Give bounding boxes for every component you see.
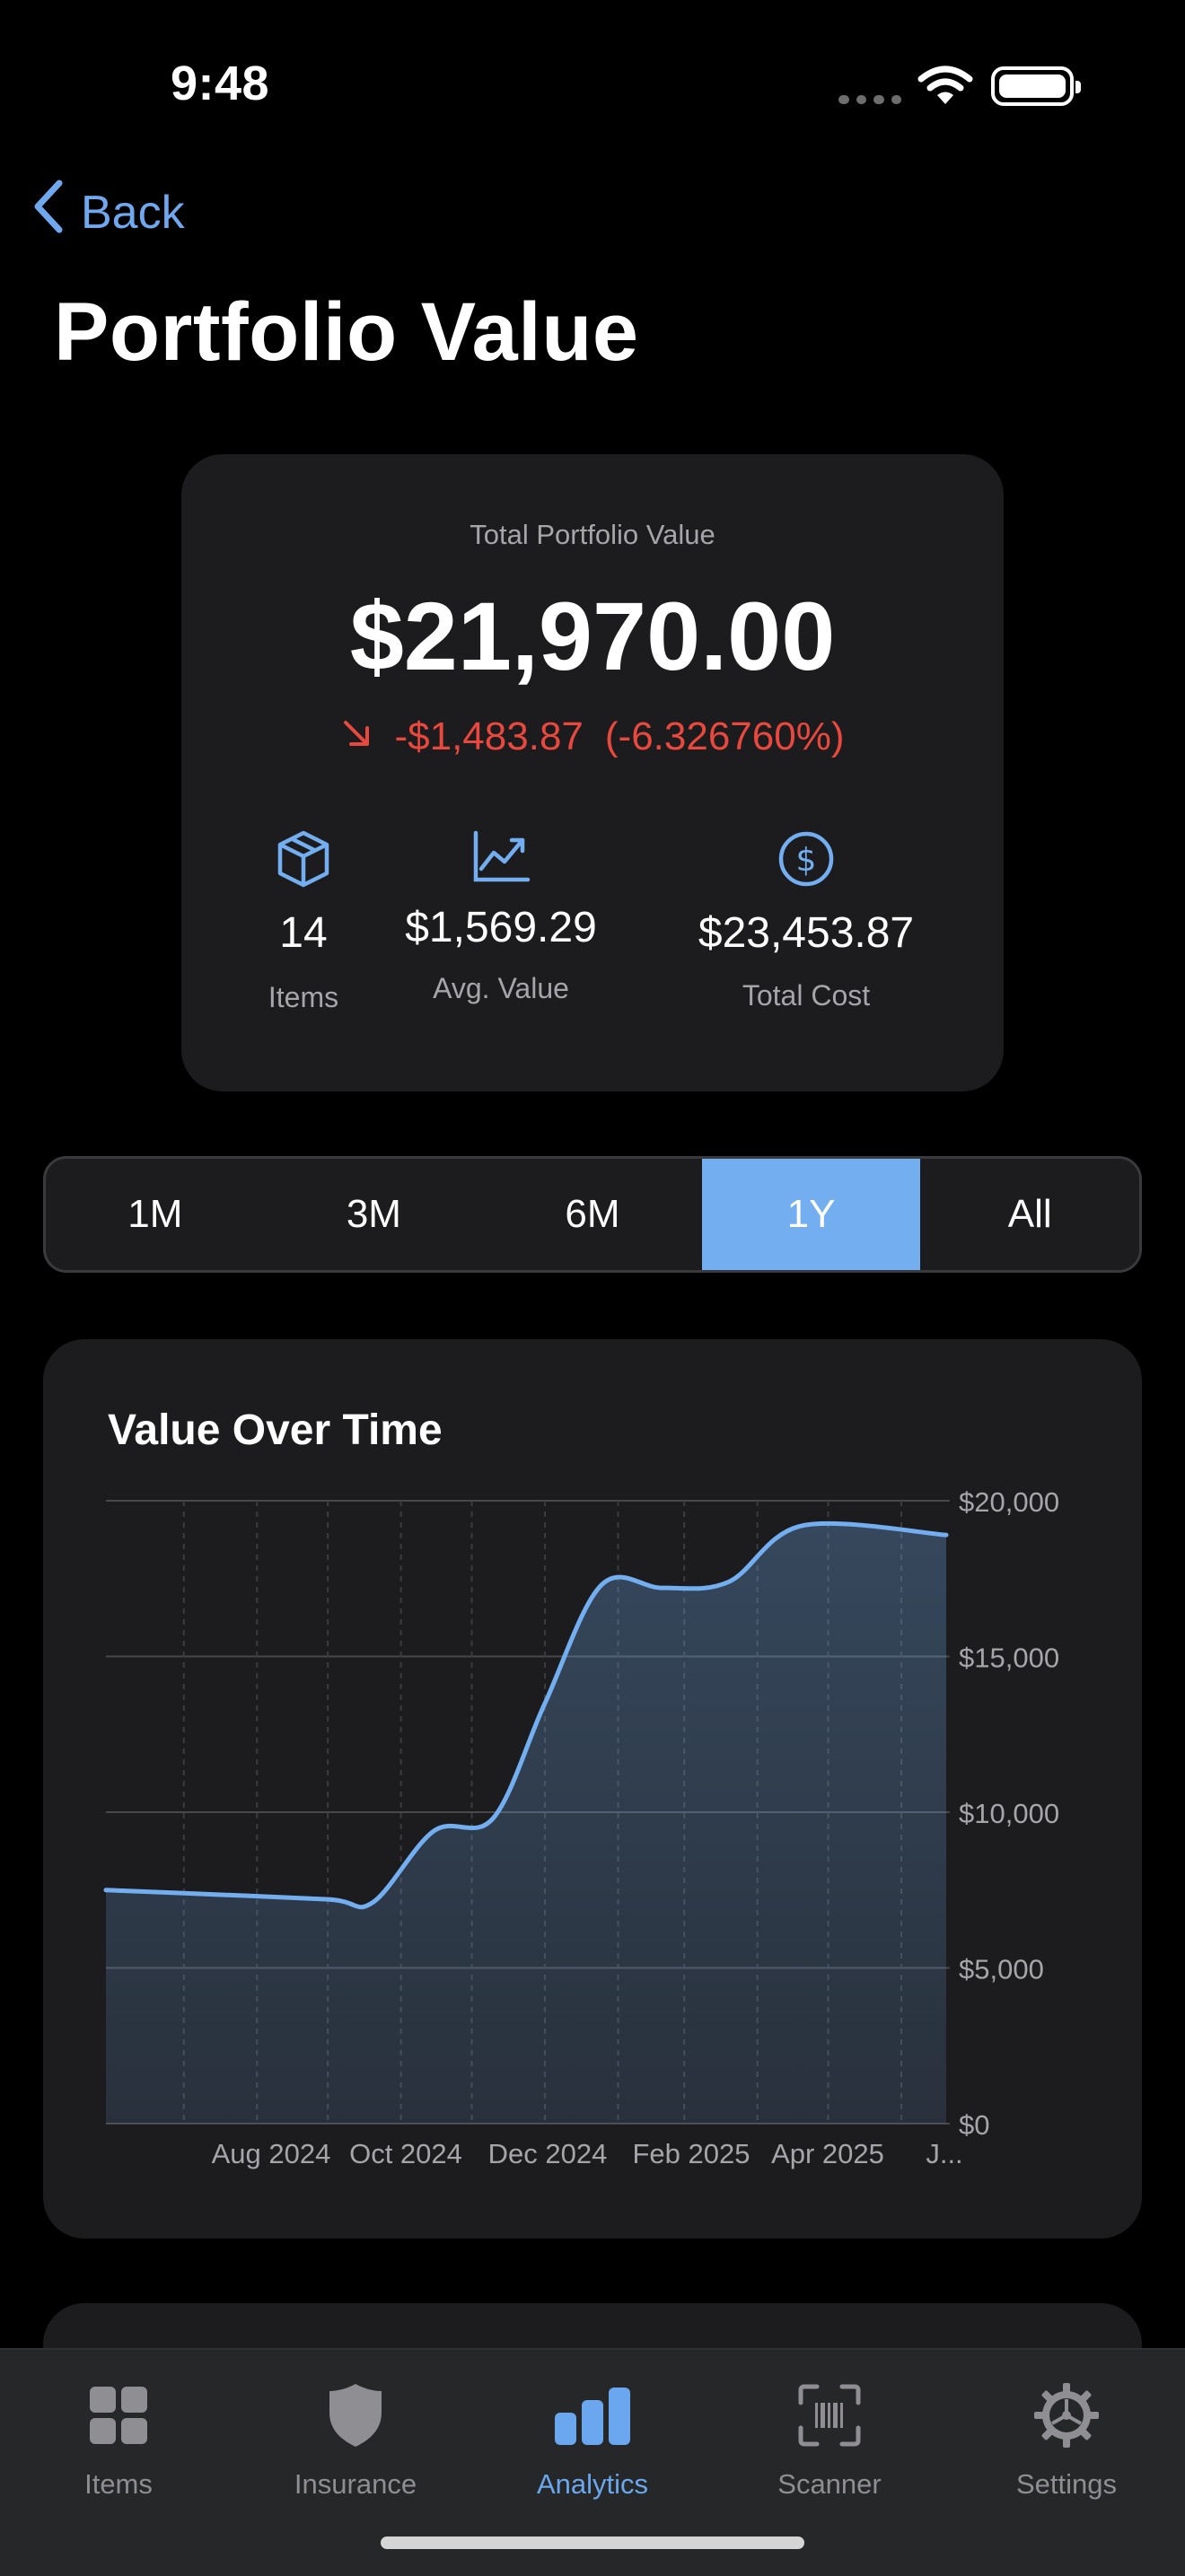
x-tick-label: Feb 2025	[633, 2138, 750, 2169]
total-cost: $23,453.87	[698, 909, 915, 957]
x-tick-label: J...	[926, 2138, 962, 2169]
arrow-down-right-icon	[340, 714, 373, 759]
items-label: Items	[268, 981, 339, 1013]
value-over-time-card: Value Over Time $20,000 $15,000 $10,000 $5,…	[43, 1339, 1142, 2239]
range-1m[interactable]: 1M	[127, 1192, 183, 1236]
page-title: Portfolio Value	[54, 286, 639, 378]
gear-icon	[948, 2371, 1185, 2459]
chevron-left-icon	[31, 180, 65, 245]
grid-icon	[0, 2371, 237, 2459]
cellular-signal-icon	[838, 95, 901, 104]
chart-title: Value Over Time	[108, 1406, 443, 1454]
range-6m[interactable]: 6M	[565, 1192, 620, 1236]
value-area	[106, 1523, 946, 2124]
y-tick-label: $20,000	[959, 1486, 1059, 1518]
wifi-icon	[917, 65, 973, 110]
shield-icon	[237, 2371, 474, 2459]
x-tick-label: Aug 2024	[212, 2138, 331, 2169]
range-1y[interactable]: 1Y	[701, 1159, 921, 1270]
stat-total-cost: $ $23,453.87 Total Cost	[680, 829, 932, 1012]
tab-analytics-label: Analytics	[536, 2468, 649, 2500]
home-indicator	[381, 2537, 804, 2549]
stat-items: 14 Items	[223, 829, 384, 1014]
change-amount: -$1,483.87	[394, 714, 584, 758]
change-percent: (-6.326760%)	[604, 714, 845, 758]
battery-icon	[991, 66, 1081, 106]
cube-icon	[223, 829, 384, 890]
portfolio-summary-card: Total Portfolio Value $21,970.00 -$1,483…	[181, 454, 1004, 1091]
avg-value-label: Avg. Value	[433, 972, 569, 1004]
x-tick-label: Dec 2024	[488, 2138, 608, 2169]
items-count: 14	[279, 909, 328, 957]
x-tick-label: Oct 2024	[349, 2138, 462, 2169]
total-cost-label: Total Cost	[742, 979, 871, 1012]
tab-insurance[interactable]: Insurance	[237, 2350, 474, 2529]
dollar-circle-icon: $	[680, 829, 932, 890]
x-tick-label: Apr 2025	[771, 2138, 884, 2169]
tab-scanner-label: Scanner	[777, 2468, 882, 2500]
tab-insurance-label: Insurance	[294, 2468, 417, 2500]
tab-analytics[interactable]: Analytics	[474, 2350, 711, 2529]
status-time: 9:48	[171, 57, 270, 110]
y-tick-label: $10,000	[959, 1798, 1059, 1829]
avg-value: $1,569.29	[405, 904, 597, 951]
summary-caption: Total Portfolio Value	[470, 519, 715, 550]
value-change: -$1,483.87 (-6.326760%)	[181, 714, 1004, 759]
back-button[interactable]: Back	[31, 180, 185, 245]
value-chart: $20,000 $15,000 $10,000 $5,000 $0 Aug 2024 Oc…	[103, 1486, 1059, 2169]
tab-items[interactable]: Items	[0, 2350, 237, 2529]
y-tick-label: $0	[959, 2109, 989, 2141]
bar-chart-icon	[474, 2371, 711, 2459]
range-all[interactable]: All	[1007, 1192, 1052, 1236]
time-range-selector: 1M 3M 6M 1Y All	[43, 1156, 1142, 1273]
y-tick-label: $15,000	[959, 1643, 1059, 1674]
tab-settings-label: Settings	[1015, 2468, 1117, 2500]
trend-up-chart-icon	[393, 829, 609, 890]
tab-items-label: Items	[84, 2468, 153, 2500]
tab-scanner[interactable]: Scanner	[711, 2350, 948, 2529]
y-tick-label: $5,000	[959, 1954, 1044, 1985]
range-3m[interactable]: 3M	[346, 1192, 401, 1236]
svg-text:$: $	[796, 842, 817, 879]
back-label: Back	[81, 186, 185, 239]
value-line	[103, 1520, 949, 1910]
barcode-scanner-icon	[711, 2371, 948, 2459]
stat-avg-value: $1,569.29 Avg. Value	[393, 829, 609, 1005]
tab-settings[interactable]: Settings	[948, 2350, 1185, 2529]
total-value: $21,970.00	[349, 582, 836, 690]
